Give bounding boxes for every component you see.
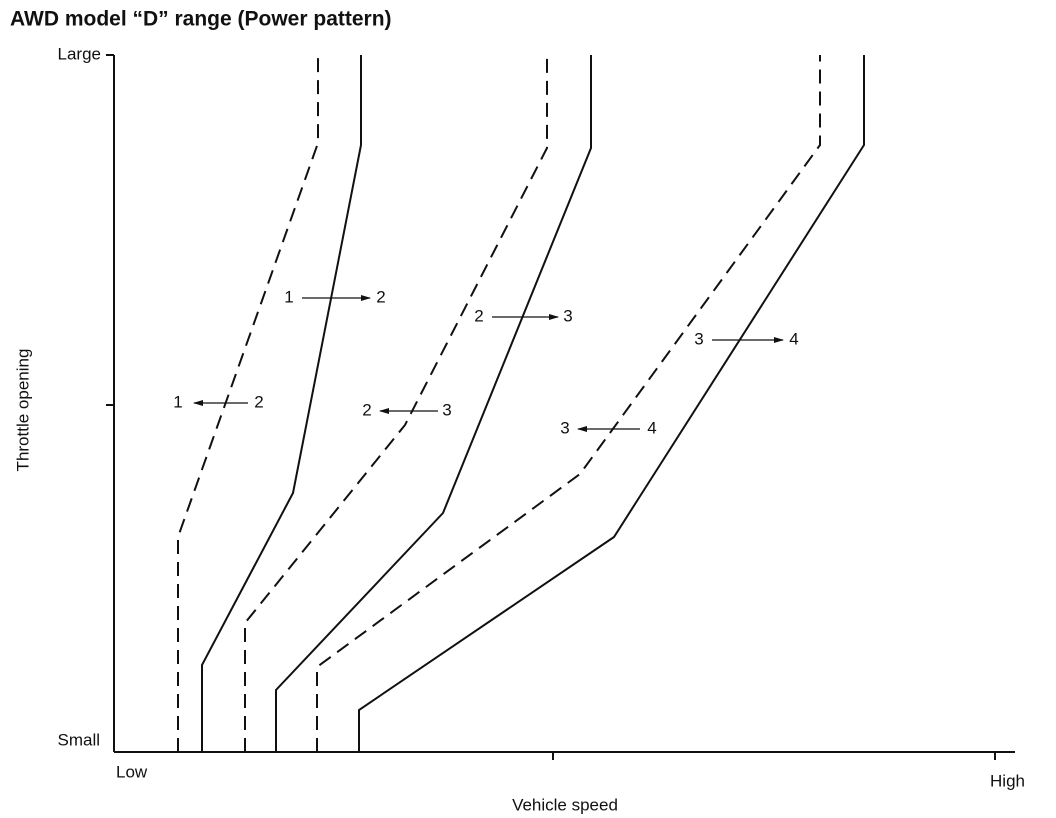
- x-axis-label: Vehicle speed: [512, 795, 618, 814]
- shift-to: 4: [789, 329, 798, 348]
- shift-to: 4: [647, 418, 656, 437]
- shift-to: 3: [442, 400, 451, 419]
- shift-to: 2: [376, 287, 385, 306]
- shift-lines: [177, 55, 865, 752]
- title: AWD model “D” range (Power pattern): [10, 8, 392, 31]
- shift-to: 3: [563, 306, 572, 325]
- shift-from: 3: [560, 418, 569, 437]
- x-tick-label: High: [990, 771, 1025, 790]
- x-tick-label: Low: [116, 762, 148, 781]
- shift-from: 2: [362, 400, 371, 419]
- shift-from: 1: [284, 287, 293, 306]
- shift-from: 1: [173, 392, 182, 411]
- shift-from: 3: [694, 329, 703, 348]
- shift-to: 2: [254, 392, 263, 411]
- axes: [106, 54, 1015, 760]
- y-tick-label: Small: [57, 730, 100, 749]
- shift-from: 2: [474, 306, 483, 325]
- y-axis-label: Throttle opening: [13, 349, 32, 472]
- y-tick-label: Large: [58, 44, 101, 63]
